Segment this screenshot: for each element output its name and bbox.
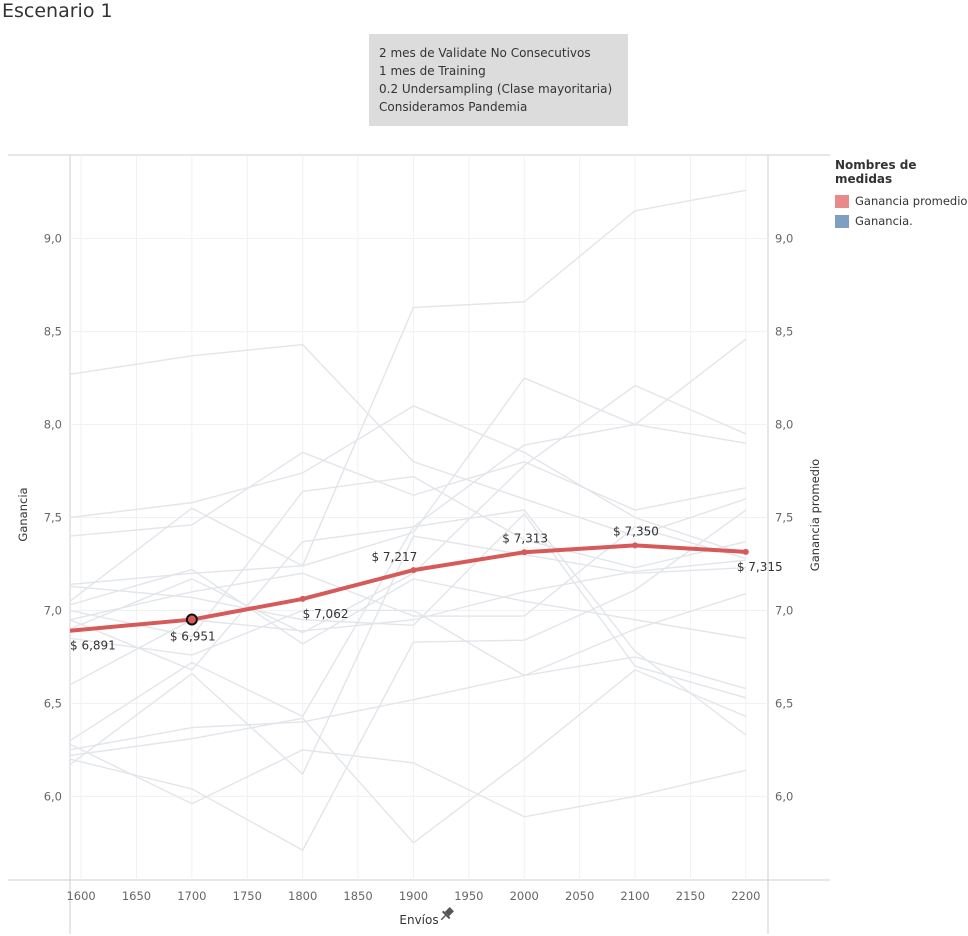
- x-tick-label: 2000: [510, 889, 539, 903]
- x-tick-label: 1700: [177, 889, 206, 903]
- y-tick-label-right: 8,0: [775, 418, 793, 432]
- y-tick-label-left: 7,5: [44, 511, 62, 525]
- x-tick-label: 1850: [343, 889, 372, 903]
- ganancia-line: [69, 451, 746, 537]
- ganancia-line: [69, 535, 746, 776]
- data-point: [299, 595, 306, 602]
- data-label: $ 6,891: [70, 639, 116, 653]
- ganancia-line: [69, 568, 746, 645]
- y-tick-label-right: 6,5: [775, 696, 793, 710]
- ganancia-line: [69, 377, 746, 602]
- data-label: $ 7,062: [303, 607, 349, 621]
- data-label: $ 6,951: [170, 630, 216, 644]
- data-label: $ 7,350: [613, 524, 659, 538]
- x-axis-title: Envíos: [399, 913, 438, 927]
- scenario-note: 2 mes de Validate No Consecutivos 1 mes …: [369, 34, 628, 126]
- ganancia-line: [69, 343, 747, 537]
- y-tick-label-left: 8,5: [44, 325, 62, 339]
- ganancia-line: [69, 593, 747, 751]
- data-label: $ 7,217: [371, 550, 417, 564]
- selected-point: [185, 613, 198, 626]
- y-axis-title-right: Ganancia promedio: [808, 459, 822, 571]
- legend-label: Ganancia promedio: [855, 194, 968, 208]
- ganancia-line: [69, 743, 747, 818]
- y-tick-label-left: 6,0: [44, 789, 62, 803]
- ganancia-line: [69, 509, 747, 742]
- y-tick-label-right: 6,0: [775, 789, 793, 803]
- grid: [70, 155, 768, 880]
- y-tick-label-left: 6,5: [44, 696, 62, 710]
- ganancia-line: [69, 405, 747, 556]
- legend-swatch-ganancia: [835, 214, 849, 228]
- ganancia-line: [69, 509, 747, 852]
- legend-item-ganancia[interactable]: Ganancia.: [835, 211, 968, 231]
- legend-label: Ganancia.: [855, 214, 913, 228]
- data-point: [521, 549, 528, 556]
- axes: 6,0 6,0 6,5 6,5 7,0 7,0 7,5 7,5 8,0 8,0 8,5 8,5 9,0 9…: [16, 232, 822, 927]
- x-tick-label: 2050: [565, 889, 594, 903]
- x-tick-label: 2200: [731, 889, 760, 903]
- ganancia-line: [69, 512, 747, 699]
- data-point: [410, 567, 417, 574]
- x-tick-label: 1600: [66, 889, 95, 903]
- y-tick-label-left: 7,0: [44, 603, 62, 617]
- legend-title: Nombres de medidas: [835, 158, 917, 186]
- legend-item-ganancia-promedio[interactable]: Ganancia promedio: [835, 191, 968, 211]
- ganancia-series-group: [69, 189, 747, 852]
- note-line: 1 mes de Training: [379, 64, 486, 78]
- y-tick-label-right: 7,0: [775, 603, 793, 617]
- y-tick-label-right: 7,5: [775, 511, 793, 525]
- ganancia-line: [69, 384, 747, 634]
- ganancia-line: [69, 189, 746, 586]
- x-tick-label: 1800: [288, 889, 317, 903]
- note-line: Consideramos Pandemia: [379, 100, 528, 114]
- y-tick-label-right: 9,0: [775, 232, 793, 246]
- legend-swatch-ganancia-promedio: [835, 194, 849, 208]
- note-line: 0.2 Undersampling (Clase mayoritaria): [379, 82, 613, 96]
- data-label: $ 7,313: [502, 531, 548, 545]
- ganancia-promedio-series-group: $ 6,891 $ 6,951 $ 7,062 $ 7,217 $ 7,313 $ 7,3…: [69, 524, 783, 653]
- ganancia-line: [69, 669, 747, 844]
- page-title: Escenario 1: [2, 0, 113, 22]
- x-tick-label: 1650: [122, 889, 151, 903]
- y-axis-title-left: Ganancia: [16, 487, 30, 541]
- data-point: [742, 548, 749, 555]
- legend: Nombres de medidas Ganancia promedio Gan…: [835, 158, 968, 231]
- x-tick-label: 1950: [454, 889, 483, 903]
- x-tick-label: 2100: [620, 889, 649, 903]
- y-tick-label-left: 9,0: [44, 232, 62, 246]
- x-tick-label: 1750: [233, 889, 262, 903]
- note-line: 2 mes de Validate No Consecutivos: [379, 46, 591, 60]
- y-tick-label-right: 8,5: [775, 325, 793, 339]
- y-tick-label-left: 8,0: [44, 418, 62, 432]
- x-tick-label: 1900: [399, 889, 428, 903]
- pin-icon: [440, 907, 454, 921]
- ganancia-line: [69, 609, 747, 690]
- ganancia-line: [69, 475, 747, 638]
- data-label: $ 7,315: [737, 560, 783, 574]
- chart-frame: [8, 154, 830, 934]
- ganancia-line: [69, 526, 747, 621]
- data-point: [632, 542, 639, 549]
- x-tick-label: 2150: [676, 889, 705, 903]
